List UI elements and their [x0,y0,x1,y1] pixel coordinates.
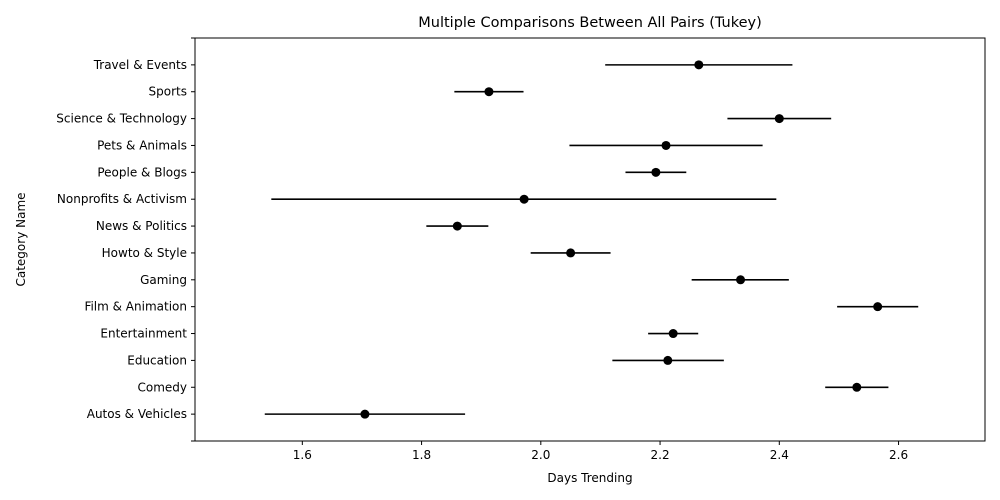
x-tick-label: 2.0 [531,448,550,462]
mean-marker [873,302,883,312]
mean-marker [736,275,746,285]
y-tick-label: Entertainment [100,327,187,341]
x-tick-label: 1.8 [412,448,431,462]
x-tick-label: 2.2 [651,448,670,462]
y-tick-label: Gaming [140,273,187,287]
mean-marker [663,355,673,365]
y-tick-label: Comedy [137,380,187,394]
plot-area: 1.6 1.8 2.0 2.2 2.4 2.6 Travel & Events Sports S… [56,37,986,462]
x-axis-label: Days Trending [547,471,632,485]
y-tick-label: Autos & Vehicles [87,407,187,421]
y-tick-label: Sports [149,85,187,99]
y-tick-label: Howto & Style [102,246,187,260]
x-tick-label: 2.4 [770,448,789,462]
y-tick-label: Travel & Events [93,58,187,72]
mean-marker [566,248,576,258]
y-tick-label: Nonprofits & Activism [57,192,187,206]
y-tick-label: People & Blogs [97,165,187,179]
y-tick-label: Education [127,353,187,367]
mean-marker [651,167,661,177]
mean-marker [852,382,862,392]
y-tick-label: Film & Animation [84,300,187,314]
x-tick-label: 2.6 [889,448,908,462]
x-tick-label: 1.6 [293,448,312,462]
mean-marker [519,194,529,204]
mean-marker [452,221,462,231]
mean-marker [668,329,678,339]
mean-marker [360,409,370,419]
axes-frame [194,37,986,442]
y-tick-label: Pets & Animals [97,138,187,152]
chart-title: Multiple Comparisons Between All Pairs (… [418,15,762,31]
mean-marker [484,87,494,97]
y-tick-label: Science & Technology [56,112,187,126]
mean-marker [661,140,671,150]
mean-marker [774,114,784,124]
y-axis-label: Category Name [14,192,28,286]
mean-marker [694,60,704,70]
y-tick-label: News & Politics [96,219,187,233]
